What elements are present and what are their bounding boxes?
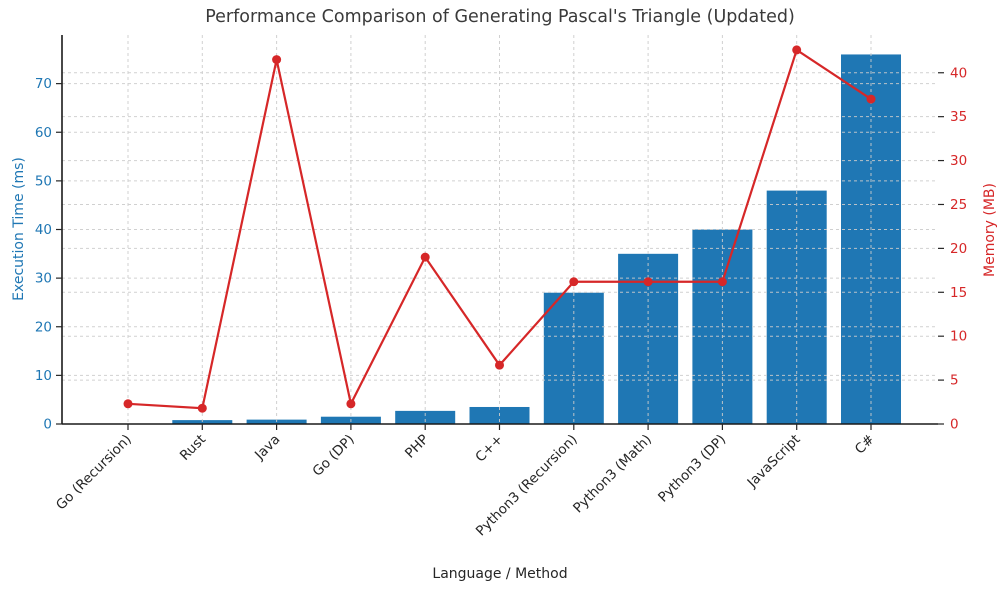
bar — [395, 410, 456, 424]
bar — [172, 420, 233, 424]
x-tick-label: Go (DP) — [310, 432, 358, 480]
data-point-marker — [123, 399, 133, 409]
right-tick-label: 20 — [950, 241, 967, 257]
line-markers — [123, 45, 876, 413]
data-point-marker — [717, 277, 727, 287]
x-tick-labels: Go (Recursion) Rust Java Go (DP) PHP C++ Pytho… — [53, 432, 878, 540]
gridlines — [62, 35, 938, 424]
right-tick-label: 30 — [950, 153, 967, 169]
right-tick-labels: 0 5 10 15 20 25 30 35 40 — [950, 65, 967, 432]
chart-title: Performance Comparison of Generating Pas… — [205, 7, 795, 27]
data-point-marker — [420, 252, 430, 262]
data-point-marker — [346, 399, 356, 409]
data-point-marker — [643, 277, 653, 287]
left-tick-label: 10 — [35, 368, 52, 384]
x-tick-label: Go (Recursion) — [53, 432, 135, 514]
x-tick-label: PHP — [402, 432, 432, 462]
data-point-marker — [495, 360, 504, 370]
data-point-marker — [272, 55, 282, 65]
right-axis-label: Memory (MB) — [982, 183, 998, 277]
left-tick-label: 60 — [35, 125, 52, 141]
right-tick-label: 10 — [950, 329, 967, 345]
left-tick-label: 0 — [43, 417, 52, 433]
x-tick-label: JavaScript — [744, 432, 804, 492]
left-tick-label: 30 — [35, 271, 52, 287]
left-tick-label: 20 — [35, 319, 52, 335]
left-tick-labels: 0 10 20 30 40 50 60 70 — [35, 76, 52, 432]
bar-series — [172, 54, 901, 424]
right-tick-label: 40 — [950, 65, 967, 81]
x-tick-label: Rust — [177, 432, 209, 464]
x-tick-label: C# — [852, 432, 878, 458]
left-tick-label: 50 — [35, 173, 52, 189]
right-tick-label: 0 — [950, 417, 959, 433]
tick-marks — [56, 72, 944, 430]
x-tick-label: Python3 (DP) — [655, 432, 729, 506]
right-tick-label: 35 — [950, 109, 967, 125]
data-point-marker — [569, 277, 579, 287]
data-point-marker — [197, 403, 207, 413]
right-tick-label: 15 — [950, 285, 967, 301]
right-tick-label: 25 — [950, 197, 967, 213]
left-tick-label: 40 — [35, 222, 52, 238]
left-tick-label: 70 — [35, 76, 52, 92]
left-axis-label: Execution Time (ms) — [11, 157, 27, 301]
right-tick-label: 5 — [950, 373, 959, 389]
x-tick-label: C++ — [472, 432, 506, 466]
data-point-marker — [792, 45, 802, 55]
x-tick-label: Python3 (Math) — [570, 432, 655, 517]
data-point-marker — [866, 94, 876, 104]
x-axis-label: Language / Method — [432, 566, 568, 582]
x-tick-label: Java — [251, 432, 283, 464]
